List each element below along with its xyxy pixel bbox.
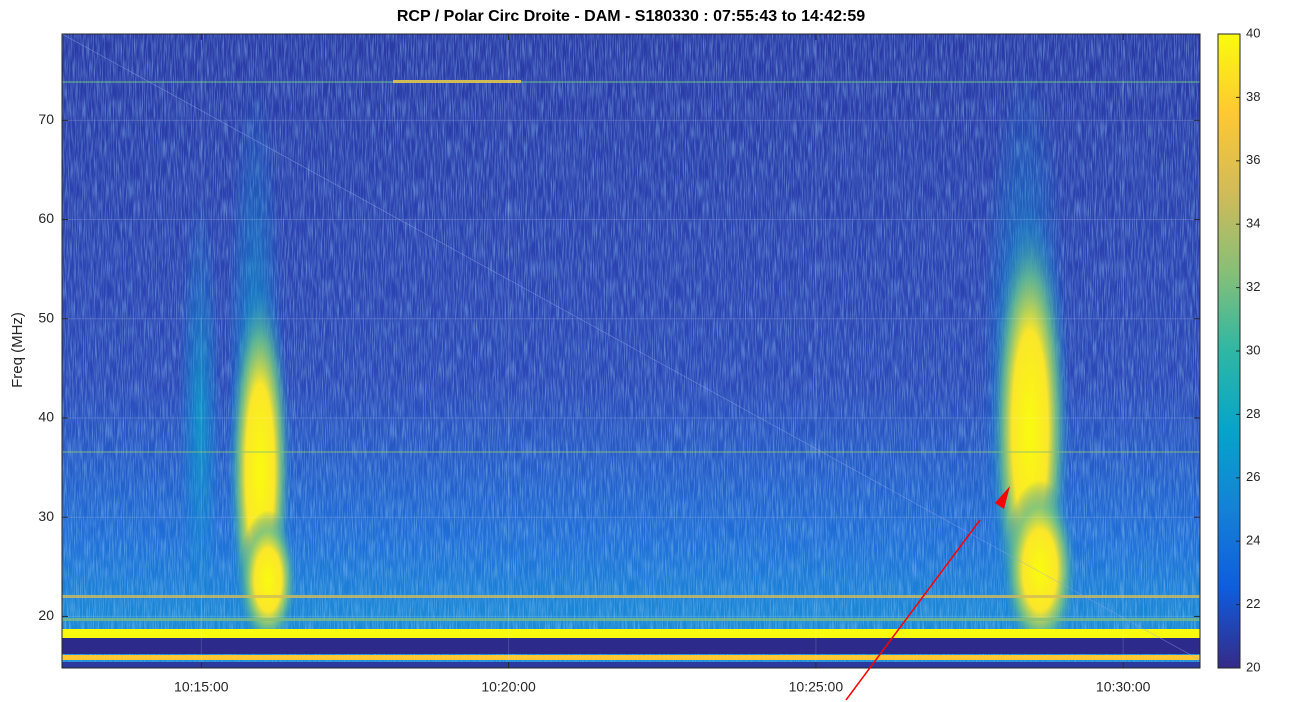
colorbar-tick-label: 24 xyxy=(1246,533,1260,548)
axes: 20 30 40 50 60 70 10:15:00 10:20:00 10:25:00 10:3… xyxy=(38,34,1200,695)
y-axis-label: Freq (MHz) xyxy=(9,312,26,388)
y-tick-label: 70 xyxy=(38,111,54,127)
colorbar-tick-label: 38 xyxy=(1246,89,1260,104)
colorbar-tick-label: 26 xyxy=(1246,469,1260,484)
y-tick-label: 40 xyxy=(38,409,54,425)
x-tick-label: 10:30:00 xyxy=(1096,679,1151,695)
x-tick-label: 10:15:00 xyxy=(174,679,229,695)
arrow-shaft xyxy=(845,519,981,701)
spectrogram-image xyxy=(62,34,1200,668)
chart-title: RCP / Polar Circ Droite - DAM - S180330 … xyxy=(397,8,865,25)
colorbar-tick-label: 32 xyxy=(1246,279,1260,294)
y-tick-label: 20 xyxy=(38,607,54,623)
x-tick-label: 10:25:00 xyxy=(789,679,844,695)
y-tick-label: 50 xyxy=(38,309,54,325)
colorbar-tick-label: 36 xyxy=(1246,152,1260,167)
y-tick-label: 60 xyxy=(38,210,54,226)
plot-frame xyxy=(61,33,1201,669)
colorbar-tick-label: 28 xyxy=(1246,406,1260,421)
colorbar-tick-label: 22 xyxy=(1246,596,1260,611)
colorbar-tick-label: 30 xyxy=(1246,342,1260,357)
colorbar-tick-label: 34 xyxy=(1246,216,1260,231)
colorbar-tick-label: 20 xyxy=(1246,659,1260,674)
x-tick-label: 10:20:00 xyxy=(481,679,536,695)
colorbar-tick-label: 40 xyxy=(1246,25,1260,40)
y-tick-label: 30 xyxy=(38,508,54,524)
arrow-head xyxy=(995,486,1010,509)
